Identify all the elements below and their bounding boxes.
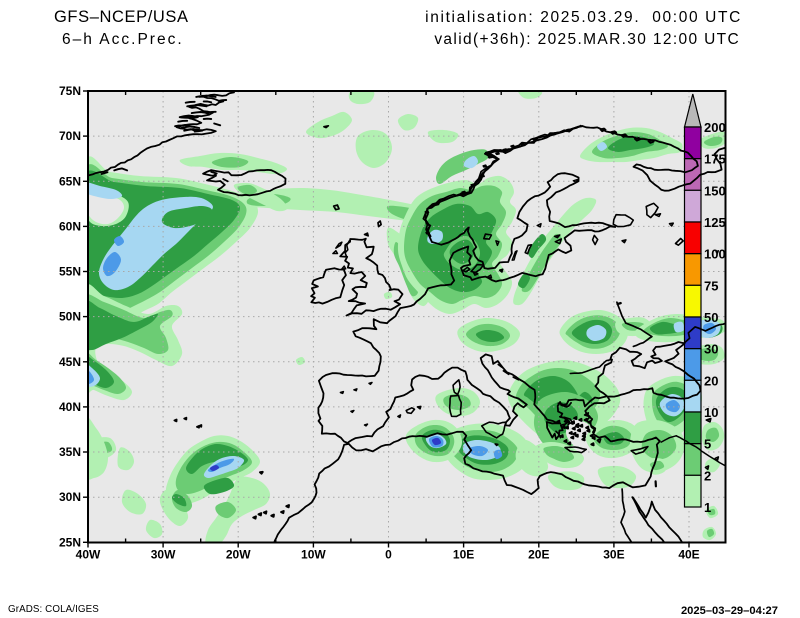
svg-text:100: 100 [704, 247, 726, 262]
svg-text:valid(+36h): 2025.MAR.30 12:00: valid(+36h): 2025.MAR.30 12:00 UTC [434, 31, 740, 48]
svg-text:10E: 10E [453, 548, 474, 562]
svg-text:65N: 65N [59, 174, 81, 188]
svg-text:35N: 35N [59, 445, 81, 459]
svg-text:2: 2 [704, 468, 711, 483]
svg-text:0: 0 [385, 548, 392, 562]
svg-text:50: 50 [704, 310, 718, 325]
svg-text:1: 1 [704, 500, 711, 515]
svg-text:75N: 75N [59, 84, 81, 98]
svg-text:5: 5 [704, 437, 711, 452]
svg-text:200: 200 [704, 120, 726, 135]
svg-text:10: 10 [704, 405, 718, 420]
svg-text:125: 125 [704, 215, 726, 230]
svg-text:2025–03–29–04:27: 2025–03–29–04:27 [681, 605, 778, 617]
svg-text:175: 175 [704, 152, 726, 167]
svg-text:40N: 40N [59, 400, 81, 414]
svg-text:25N: 25N [59, 535, 81, 549]
svg-text:60N: 60N [59, 219, 81, 233]
svg-text:150: 150 [704, 183, 726, 198]
svg-text:55N: 55N [59, 265, 81, 279]
svg-text:20E: 20E [528, 548, 549, 562]
svg-text:45N: 45N [59, 355, 81, 369]
svg-text:6–h Acc.Prec.: 6–h Acc.Prec. [62, 31, 184, 48]
svg-text:40E: 40E [678, 548, 699, 562]
svg-text:20: 20 [704, 373, 718, 388]
svg-text:30E: 30E [603, 548, 624, 562]
svg-text:50N: 50N [59, 310, 81, 324]
svg-text:70N: 70N [59, 129, 81, 143]
svg-text:40W: 40W [76, 548, 101, 562]
svg-text:30W: 30W [151, 548, 176, 562]
svg-text:30N: 30N [59, 490, 81, 504]
svg-text:GFS–NCEP/USA: GFS–NCEP/USA [54, 8, 189, 26]
svg-text:20W: 20W [226, 548, 251, 562]
svg-text:30: 30 [704, 342, 718, 357]
svg-text:initialisation: 2025.03.29. 0: initialisation: 2025.03.29. 00:00 UTC [425, 9, 742, 26]
svg-text:10W: 10W [301, 548, 326, 562]
svg-text:75: 75 [704, 278, 718, 293]
svg-text:GrADS: COLA/IGES: GrADS: COLA/IGES [8, 604, 99, 615]
